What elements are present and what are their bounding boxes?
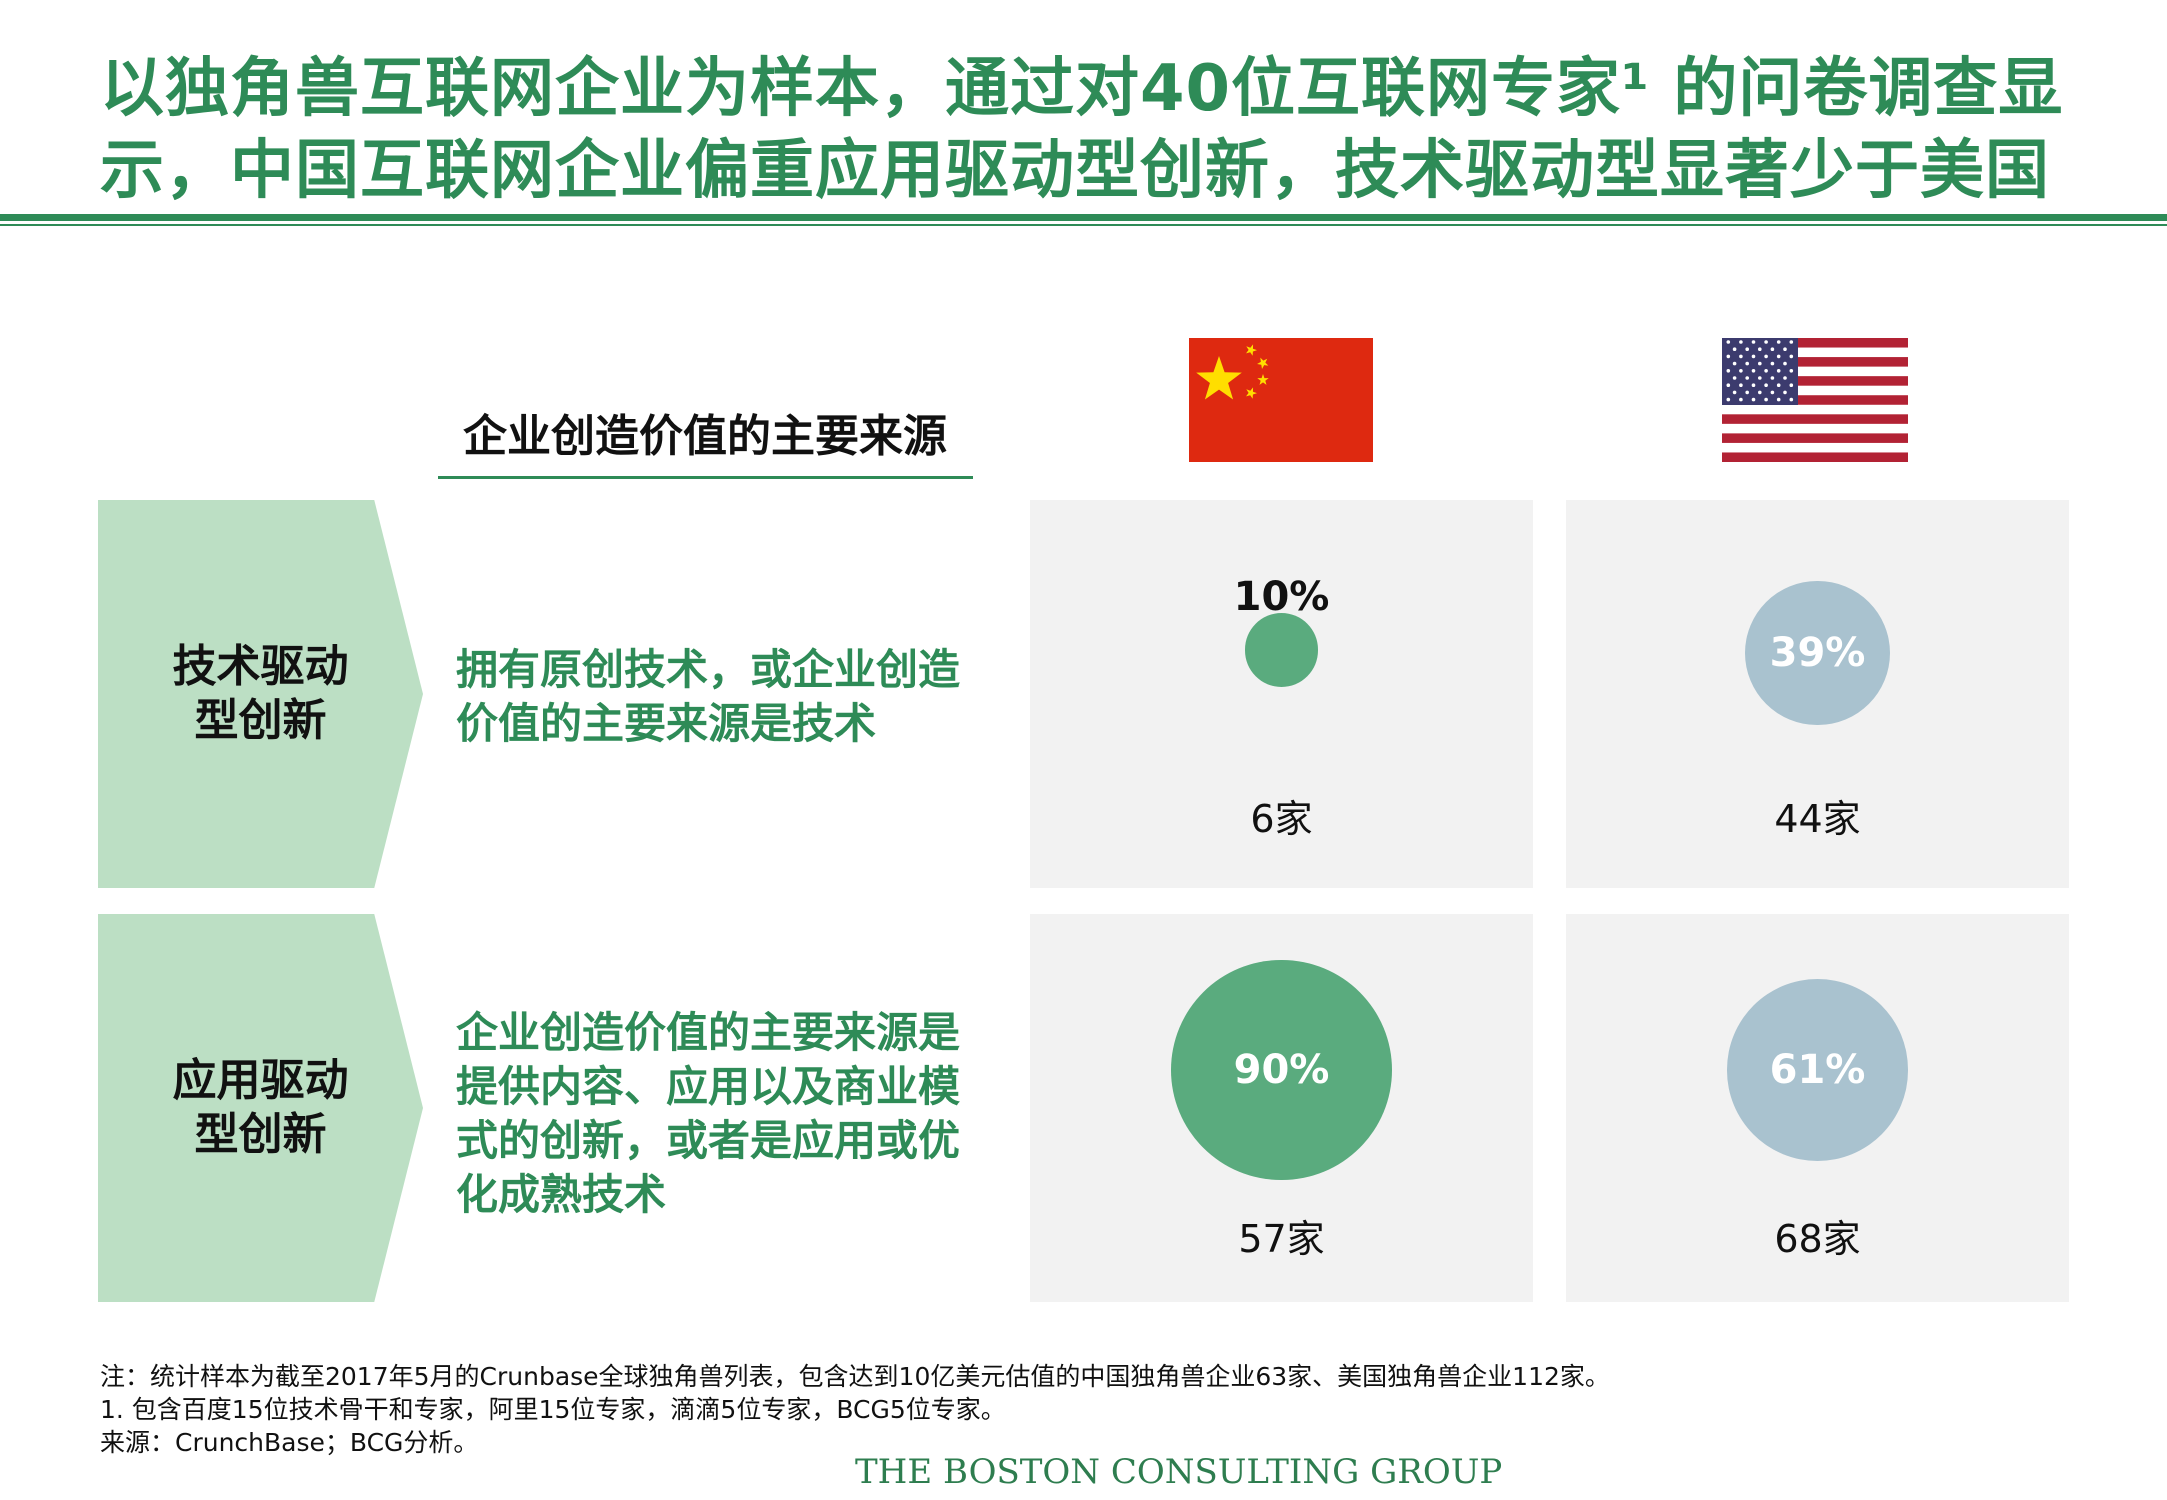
- title-divider-thin: [0, 224, 2167, 226]
- bubble-app-china: 90%: [1171, 959, 1392, 1181]
- flag-star: [1246, 344, 1258, 356]
- flag-star: [1764, 397, 1768, 402]
- row-description-app-driven: 企业创造价值的主要来源是提供内容、应用以及商业模式的创新，或者是应用或优化成熟技…: [456, 1008, 961, 1219]
- flag-star: [1776, 340, 1781, 344]
- flag-star: [1739, 354, 1743, 359]
- flag-star: [1764, 354, 1768, 359]
- flag-star: [1745, 376, 1749, 380]
- flag-stripe: [1722, 395, 1908, 405]
- china-flag-icon: [1189, 338, 1373, 462]
- flag-star: [1726, 383, 1731, 387]
- row-label-app-driven: 应用驱动型创新: [98, 914, 423, 1302]
- flag-stripe: [1722, 452, 1908, 462]
- cell-tech-usa: 39% 44家: [1566, 500, 2069, 888]
- flag-star: [1783, 376, 1787, 380]
- flag-star: [1732, 347, 1737, 351]
- row-label-tech-driven: 技术驱动型创新: [98, 500, 423, 888]
- flag-star: [1739, 340, 1743, 344]
- footnote-text: 1. 包含百度15位技术骨干和专家，阿里15位专家，滴滴5位专家，BCG5位专家…: [100, 1395, 1006, 1424]
- flag-star: [1745, 347, 1749, 351]
- bcg-logo: THE BOSTON CONSULTING GROUP: [855, 1452, 1503, 1492]
- cell-app-usa: 61% 68家: [1566, 914, 2069, 1302]
- flag-star-large: [1196, 356, 1242, 400]
- flag-star: [1257, 374, 1269, 385]
- flag-star: [1732, 361, 1737, 366]
- title-divider: [0, 214, 2167, 221]
- flag-star: [1789, 369, 1794, 373]
- flag-star: [1751, 369, 1756, 373]
- flag-star: [1783, 361, 1787, 366]
- flag-star: [1745, 361, 1749, 366]
- flag-star: [1789, 354, 1794, 359]
- page-title: 以独角兽互联网企业为样本，通过对40位互联网专家¹ 的问卷调查显示，中国互联网企…: [100, 52, 2064, 208]
- source-text: 来源：CrunchBase；BCG分析。: [100, 1428, 479, 1457]
- percent-label-app-china: 90%: [1233, 1046, 1330, 1093]
- flag-star: [1751, 383, 1756, 387]
- flag-star: [1758, 376, 1762, 380]
- row-label-text: 技术驱动型创新: [172, 641, 349, 746]
- count-label-tech-china: 6家: [1250, 797, 1313, 841]
- flag-star: [1776, 369, 1781, 373]
- flag-star: [1726, 397, 1731, 402]
- flag-star: [1739, 397, 1743, 402]
- flag-star: [1764, 383, 1768, 387]
- flag-star: [1770, 376, 1775, 380]
- flag-star: [1751, 340, 1756, 344]
- bubble-tech-china: [1244, 613, 1319, 687]
- cell-app-china: 90% 57家: [1030, 914, 1533, 1302]
- flag-star: [1770, 347, 1775, 351]
- count-label-tech-usa: 44家: [1774, 797, 1861, 841]
- percent-label-tech-usa: 39%: [1769, 629, 1866, 676]
- flag-stripe: [1722, 357, 1908, 367]
- flag-star: [1751, 397, 1756, 402]
- flag-star: [1764, 340, 1768, 344]
- flag-star: [1770, 390, 1775, 395]
- flag-star: [1789, 340, 1794, 344]
- flag-star: [1726, 369, 1731, 373]
- usa-flag-icon: [1722, 338, 1908, 462]
- flag-star: [1726, 354, 1731, 359]
- percent-label-app-usa: 61%: [1769, 1046, 1866, 1093]
- flag-star: [1726, 340, 1731, 344]
- flag-star: [1783, 347, 1787, 351]
- flag-stripe: [1722, 433, 1908, 443]
- flag-star: [1789, 383, 1794, 387]
- footnotes: 注：统计样本为截至2017年5月的Crunbase全球独角兽列表，包含达到10亿…: [100, 1360, 2000, 1459]
- count-label-app-china: 57家: [1238, 1217, 1325, 1261]
- flag-star: [1776, 383, 1781, 387]
- flag-stripe: [1722, 376, 1908, 386]
- flag-star: [1246, 387, 1258, 399]
- flag-star: [1776, 354, 1781, 359]
- note-text: 注：统计样本为截至2017年5月的Crunbase全球独角兽列表，包含达到10亿…: [100, 1362, 1610, 1391]
- flag-star: [1770, 361, 1775, 366]
- flag-star: [1745, 390, 1749, 395]
- flag-star: [1758, 347, 1762, 351]
- bubble-tech-usa: 39%: [1745, 580, 1890, 726]
- flag-stripe: [1722, 414, 1908, 424]
- row-label-text: 应用驱动型创新: [172, 1055, 349, 1160]
- count-label-app-usa: 68家: [1774, 1217, 1861, 1261]
- flag-star: [1764, 369, 1768, 373]
- flag-star: [1732, 390, 1737, 395]
- flag-star: [1751, 354, 1756, 359]
- flag-star: [1739, 369, 1743, 373]
- bubble-app-usa: 61%: [1726, 979, 1909, 1161]
- flag-star: [1783, 390, 1787, 395]
- row-description-tech-driven: 拥有原创技术，或企业创造价值的主要来源是技术: [456, 645, 961, 748]
- flag-stripe: [1722, 338, 1908, 348]
- cell-tech-china: 10% 6家: [1030, 500, 1533, 888]
- flag-star: [1758, 390, 1762, 395]
- flag-star: [1758, 361, 1762, 366]
- flag-star: [1257, 357, 1269, 369]
- flag-star: [1776, 397, 1781, 402]
- column-header-underline: [438, 476, 973, 479]
- percent-label-tech-china: 10%: [1233, 574, 1330, 620]
- flag-star: [1789, 397, 1794, 402]
- column-header: 企业创造价值的主要来源: [463, 411, 947, 462]
- flag-star: [1732, 376, 1737, 380]
- flag-star: [1739, 383, 1743, 387]
